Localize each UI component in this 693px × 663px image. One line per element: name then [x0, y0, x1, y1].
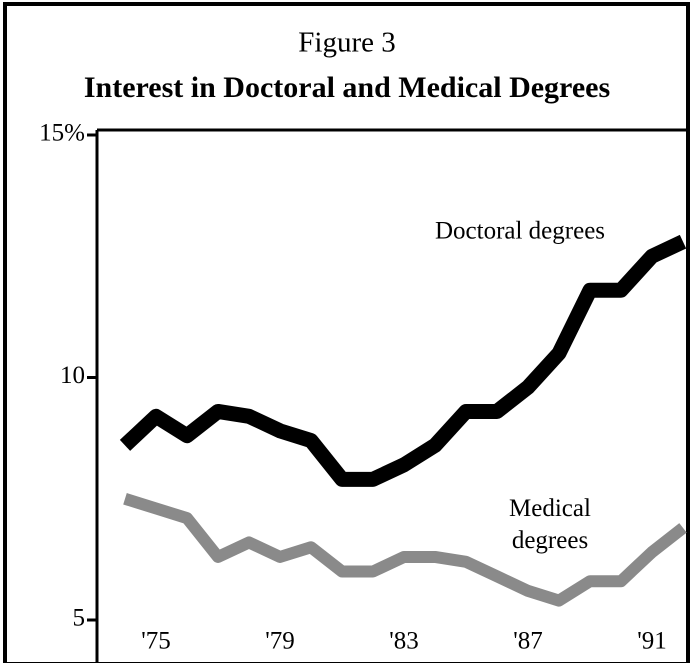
series-label-text: Medical degrees	[509, 495, 591, 554]
y-tick-label: 15%	[39, 120, 85, 147]
x-tick-label: '83	[389, 628, 419, 655]
y-tick-label: 5	[73, 605, 86, 632]
x-tick-label: '87	[513, 628, 543, 655]
x-tick-label: '91	[637, 628, 667, 655]
chart-title: Figure 3	[298, 27, 395, 59]
x-tick-label: '79	[265, 628, 295, 655]
y-tick-label: 10	[60, 362, 85, 389]
series-label: Medical degrees	[509, 495, 591, 554]
x-tick-label: '75	[141, 628, 171, 655]
chart-subtitle: Interest in Doctoral and Medical Degrees	[84, 71, 610, 104]
series-label: Doctoral degrees	[435, 218, 605, 245]
line	[119, 234, 687, 487]
line	[123, 493, 687, 607]
frame	[3, 2, 690, 663]
